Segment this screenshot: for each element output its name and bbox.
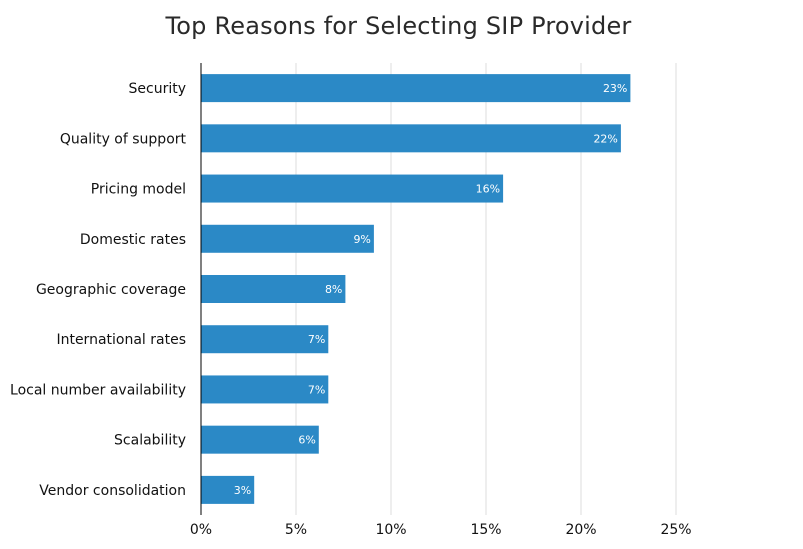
data-label: 9% (353, 233, 370, 246)
data-label: 16% (476, 183, 500, 196)
bar (201, 375, 329, 404)
bar (201, 174, 504, 203)
x-tick-label: 25% (660, 522, 691, 538)
bar (201, 124, 621, 153)
category-label: Security (129, 81, 187, 97)
data-label: 7% (308, 333, 325, 346)
bar (201, 425, 319, 454)
bar (201, 224, 374, 253)
bar (201, 475, 255, 504)
x-tick-label: 5% (285, 522, 307, 538)
x-tick-label: 15% (470, 522, 501, 538)
category-label: Geographic coverage (36, 282, 186, 298)
data-label: 23% (603, 82, 627, 95)
bar (201, 275, 346, 303)
category-label: Domestic rates (80, 232, 186, 248)
category-label: Pricing model (91, 182, 186, 198)
bar (201, 74, 631, 103)
labels: 0% 5% 10% 15% 20% 25% Security 23% Quality of su… (10, 81, 692, 538)
category-label: Vendor consolidation (39, 483, 186, 499)
bars (201, 74, 631, 504)
data-label: 7% (308, 383, 325, 396)
data-label: 6% (298, 434, 315, 447)
category-label: International rates (56, 332, 186, 348)
data-label: 3% (234, 484, 251, 497)
x-tick-label: 0% (190, 522, 212, 538)
x-tick-label: 20% (565, 522, 596, 538)
category-label: Scalability (114, 433, 186, 449)
data-label: 22% (593, 132, 617, 145)
x-tick-label: 10% (375, 522, 406, 538)
category-label: Local number availability (10, 382, 186, 398)
chart-title: Top Reasons for Selecting SIP Provider (165, 12, 632, 40)
category-label: Quality of support (60, 131, 187, 147)
bar (201, 325, 329, 354)
data-label: 8% (325, 283, 342, 296)
